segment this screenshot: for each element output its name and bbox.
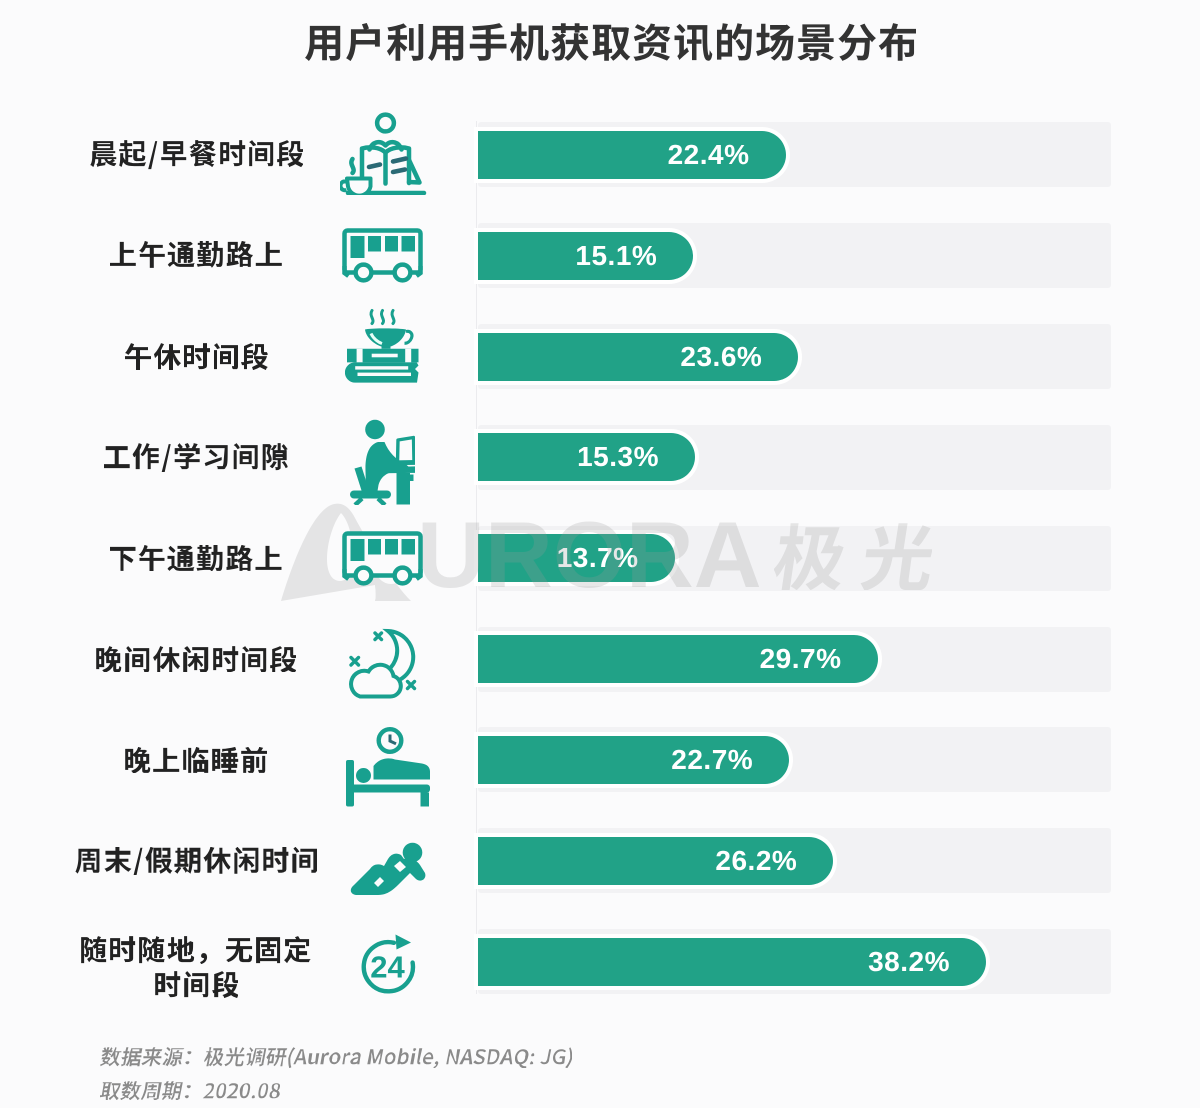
- svg-text:24: 24: [370, 950, 405, 985]
